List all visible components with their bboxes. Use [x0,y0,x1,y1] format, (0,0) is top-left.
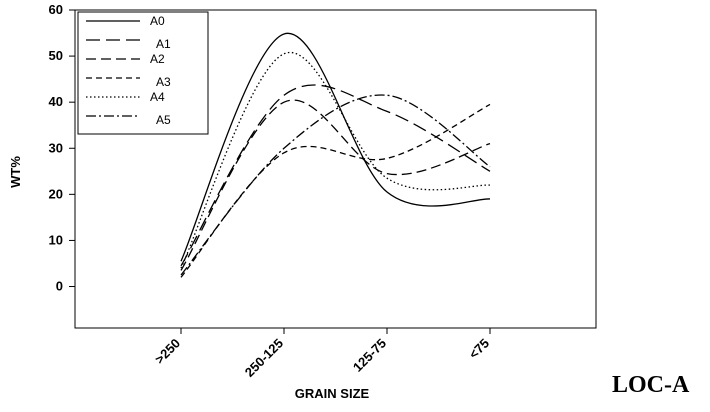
legend-label-a5: A5 [156,113,171,127]
series-a0-line [180,32,491,262]
series-a3-line [180,103,491,278]
legend-box [77,11,209,135]
y-tick-label: 0 [56,279,63,294]
y-tick-label: 40 [49,94,63,109]
legend-label-a1: A1 [156,37,171,51]
legend-label-a4: A4 [150,90,165,104]
legend-label-a2: A2 [150,52,165,66]
y-tick-label: 60 [49,2,63,17]
x-tick-label: 250-125 [242,336,286,380]
y-tick-label: 10 [49,232,63,247]
x-tick-label: 125-75 [350,336,389,375]
series-a1-line [180,84,491,267]
series-a2-line [180,99,491,271]
legend-label-a3: A3 [156,75,171,89]
legend-label-a0: A0 [150,14,165,28]
location-label: LOC-A [612,372,690,398]
x-tick-label: <75 [466,336,492,362]
y-axis-title: WT% [8,156,23,188]
series-a4-line [180,51,491,269]
y-tick-label: 30 [49,140,63,155]
plot-frame [74,9,597,329]
x-axis-title: GRAIN SIZE [295,386,370,401]
y-tick-label: 20 [49,186,63,201]
x-tick-label: >250 [152,336,183,367]
y-tick-label: 50 [49,48,63,63]
series-a5-line [180,94,491,276]
